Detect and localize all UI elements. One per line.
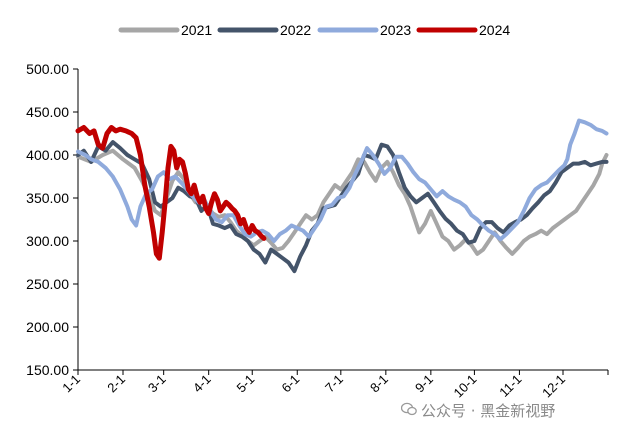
y-tick-label: 150.00 (26, 362, 69, 378)
y-tick-label: 500.00 (26, 61, 69, 77)
x-tick-label: 5-1 (233, 372, 257, 396)
x-axis: 1-1 2-1 3-1 4-1 5-1 6-1 7-1 8-1 9-1 10-1 11-1 12-1 (59, 369, 609, 401)
watermark: 公众号 · 黑金新视野 (421, 402, 556, 420)
y-tick-label: 350.00 (26, 190, 69, 206)
x-tick-label: 3-1 (145, 372, 169, 396)
plot-series (75, 118, 609, 274)
y-tick-label: 200.00 (26, 319, 69, 335)
legend-label: 2024 (479, 22, 510, 38)
x-tick-label: 12-1 (539, 372, 568, 401)
legend-item-2021: 2021 (118, 22, 212, 38)
legend-label: 2022 (280, 22, 311, 38)
x-tick-label: 6-1 (278, 372, 302, 396)
x-tick-label: 11-1 (496, 372, 524, 400)
legend-item-2024: 2024 (416, 22, 510, 38)
series-line-2023 (76, 118, 609, 243)
y-tick-label: 300.00 (26, 233, 69, 249)
y-axis: 150.00 200.00 250.00 300.00 350.00 400.00 450.… (26, 61, 79, 378)
x-tick-label: 8-1 (367, 372, 391, 396)
x-tick-label: 2-1 (104, 372, 128, 396)
x-tick-label: 9-1 (412, 372, 436, 396)
x-tick-label: 4-1 (190, 372, 214, 396)
legend-label: 2023 (380, 22, 411, 38)
legend-item-2022: 2022 (217, 22, 311, 38)
series-line-2024 (75, 125, 267, 261)
x-tick-label: 7-1 (322, 372, 346, 396)
y-tick-label: 450.00 (26, 104, 69, 120)
legend-item-2023: 2023 (317, 22, 411, 38)
legend-label: 2021 (181, 22, 212, 38)
x-tick-label: 10-1 (451, 372, 480, 401)
chart-legend: 2021 2022 2023 2024 (118, 22, 510, 38)
y-tick-label: 400.00 (26, 147, 69, 163)
y-tick-label: 250.00 (26, 276, 69, 292)
wechat-icon (401, 402, 417, 416)
